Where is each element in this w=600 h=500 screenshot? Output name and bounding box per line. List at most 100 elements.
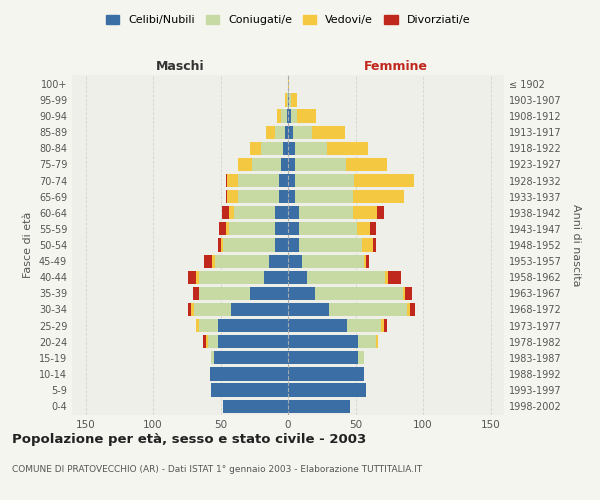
Bar — [226, 174, 227, 187]
Bar — [295, 174, 354, 187]
Bar — [327, 142, 368, 155]
Text: Maschi: Maschi — [155, 60, 205, 72]
Text: Femmine: Femmine — [364, 60, 428, 72]
Bar — [210, 368, 288, 380]
Bar — [275, 238, 288, 252]
Bar — [381, 319, 384, 332]
Bar — [287, 110, 288, 122]
Bar — [288, 319, 347, 332]
Bar — [227, 174, 238, 187]
Bar — [188, 270, 196, 284]
Bar — [302, 254, 364, 268]
Bar — [288, 94, 289, 106]
Bar — [315, 286, 403, 300]
Text: COMUNE DI PRATOVECCHIO (AR) - Dati ISTAT 1° gennaio 2003 - Elaborazione TUTTITAL: COMUNE DI PRATOVECCHIO (AR) - Dati ISTAT… — [12, 465, 422, 474]
Bar — [261, 142, 283, 155]
Bar — [266, 126, 275, 139]
Bar — [288, 190, 295, 203]
Bar — [373, 238, 376, 252]
Bar — [232, 303, 288, 316]
Bar — [288, 286, 315, 300]
Bar — [288, 78, 289, 90]
Bar — [188, 303, 191, 316]
Bar — [299, 206, 353, 220]
Bar — [196, 319, 199, 332]
Bar — [299, 222, 357, 235]
Bar — [288, 222, 299, 235]
Bar — [288, 368, 364, 380]
Bar — [358, 335, 376, 348]
Bar — [376, 335, 379, 348]
Bar — [407, 303, 409, 316]
Bar — [196, 270, 199, 284]
Bar — [238, 174, 278, 187]
Bar — [203, 335, 206, 348]
Bar — [353, 206, 377, 220]
Bar — [281, 110, 287, 122]
Bar — [204, 254, 212, 268]
Bar — [366, 254, 369, 268]
Bar — [199, 286, 250, 300]
Text: Popolazione per età, sesso e stato civile - 2003: Popolazione per età, sesso e stato civil… — [12, 432, 366, 446]
Bar — [288, 142, 295, 155]
Bar — [313, 126, 345, 139]
Bar — [295, 142, 327, 155]
Bar — [219, 222, 226, 235]
Bar — [199, 270, 264, 284]
Bar — [211, 384, 288, 396]
Bar — [288, 238, 299, 252]
Bar — [370, 222, 376, 235]
Bar — [347, 319, 381, 332]
Bar — [281, 158, 288, 171]
Bar — [388, 270, 401, 284]
Bar — [238, 158, 251, 171]
Bar — [288, 254, 302, 268]
Bar — [269, 254, 288, 268]
Bar — [264, 270, 288, 284]
Bar — [206, 335, 208, 348]
Bar — [275, 206, 288, 220]
Bar — [288, 270, 307, 284]
Bar — [403, 286, 406, 300]
Bar — [384, 319, 386, 332]
Bar — [377, 206, 384, 220]
Bar — [290, 94, 298, 106]
Legend: Celibi/Nubili, Coniugati/e, Vedovi/e, Divorziati/e: Celibi/Nubili, Coniugati/e, Vedovi/e, Di… — [101, 10, 475, 30]
Bar — [288, 126, 293, 139]
Bar — [287, 94, 288, 106]
Bar — [406, 286, 412, 300]
Bar — [222, 206, 229, 220]
Bar — [226, 222, 229, 235]
Bar — [211, 351, 214, 364]
Bar — [289, 94, 291, 106]
Bar — [295, 158, 346, 171]
Bar — [193, 286, 199, 300]
Bar — [275, 126, 286, 139]
Bar — [293, 126, 312, 139]
Bar — [299, 238, 362, 252]
Bar — [215, 254, 269, 268]
Bar — [229, 222, 275, 235]
Bar — [288, 384, 366, 396]
Bar — [226, 190, 227, 203]
Bar — [358, 351, 364, 364]
Bar — [223, 400, 288, 412]
Bar — [234, 206, 275, 220]
Bar — [288, 303, 329, 316]
Bar — [212, 254, 215, 268]
Bar — [218, 238, 221, 252]
Bar — [290, 110, 298, 122]
Bar — [346, 158, 386, 171]
Bar — [409, 303, 415, 316]
Bar — [288, 206, 299, 220]
Bar — [238, 190, 278, 203]
Bar — [223, 238, 275, 252]
Bar — [357, 222, 370, 235]
Bar — [221, 238, 223, 252]
Bar — [286, 94, 287, 106]
Bar — [199, 319, 218, 332]
Bar — [227, 190, 238, 203]
Bar — [385, 270, 388, 284]
Y-axis label: Fasce di età: Fasce di età — [23, 212, 33, 278]
Bar — [362, 238, 373, 252]
